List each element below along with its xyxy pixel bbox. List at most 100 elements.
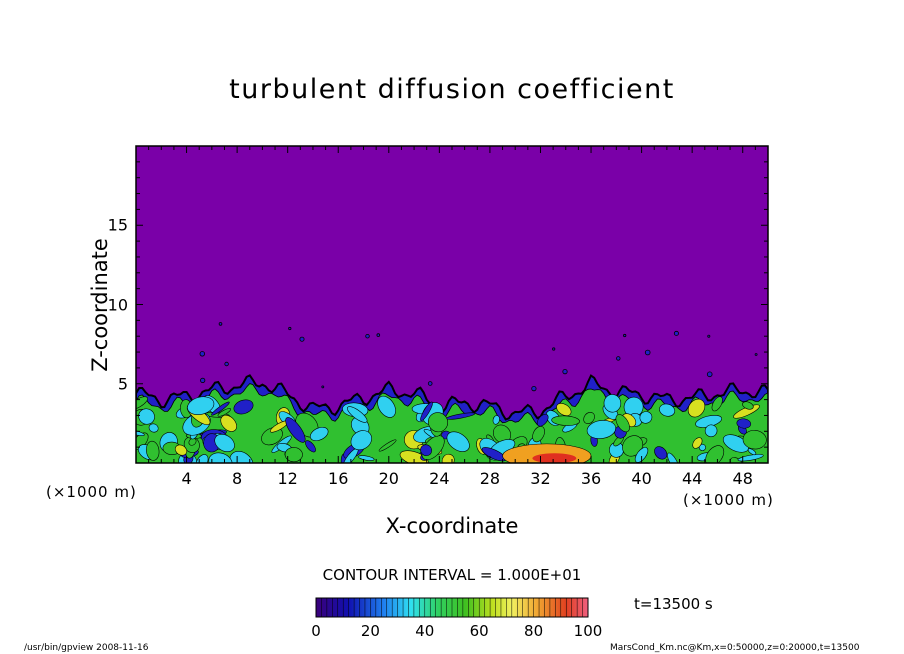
contour-blob	[220, 414, 237, 432]
isolated-feature	[224, 361, 229, 367]
isolated-feature	[707, 334, 711, 338]
x-tick-label: 40	[631, 469, 652, 488]
contour-blob	[736, 418, 752, 429]
chart-title: turbulent diffusion coefficient	[229, 74, 675, 105]
contour-blob	[639, 411, 653, 424]
x-tick-label: 44	[681, 469, 703, 488]
x-axis-label: X-coordinate	[385, 514, 519, 538]
plot-area	[136, 146, 768, 463]
contour-blob	[309, 426, 329, 442]
contour-blob	[217, 408, 231, 417]
y-tick-label: 10	[107, 295, 128, 314]
x-tick-label: 8	[232, 469, 243, 488]
isolated-feature	[427, 381, 433, 386]
contour-blob	[742, 430, 767, 450]
isolated-feature	[200, 377, 206, 383]
contour-blob	[747, 448, 757, 456]
contour-blob	[305, 440, 316, 453]
isolated-feature	[321, 385, 325, 389]
contour-blob	[146, 440, 160, 461]
contour-blob	[138, 408, 155, 425]
contour-blob	[358, 455, 375, 461]
contour-blob	[705, 445, 725, 463]
isolated-feature	[299, 336, 305, 342]
contour-blob	[347, 406, 368, 423]
colorbar-tick-label: 20	[360, 622, 380, 640]
x-unit-label-left: (×1000 m)	[46, 483, 137, 501]
contour-blob	[742, 401, 754, 410]
contour-blob	[261, 427, 283, 446]
contour-blob	[659, 403, 676, 417]
footer-right: MarsCond_Km.nc@Km,x=0:50000,z=0:20000,t=…	[610, 643, 860, 653]
contour-blob	[692, 437, 703, 449]
footer-left: /usr/bin/gpview 2008-11-16	[24, 643, 149, 653]
colorbar-tick-label: 60	[469, 622, 489, 640]
contour-blob	[188, 437, 197, 446]
contour-blob	[492, 415, 500, 425]
x-tick-label: 48	[732, 469, 753, 488]
y-tick-label: 5	[117, 374, 128, 394]
isolated-feature	[623, 333, 627, 338]
x-tick-label: 16	[328, 469, 349, 488]
isolated-feature	[706, 371, 713, 378]
turbulent-layer	[136, 322, 768, 463]
isolated-feature	[365, 334, 370, 339]
contour-blob	[187, 396, 215, 415]
x-tick-label: 4	[181, 469, 192, 488]
isolated-feature	[754, 353, 758, 356]
contour-blob	[233, 399, 254, 415]
contour-blob	[687, 398, 706, 418]
x-tick-label: 32	[530, 469, 551, 488]
contour-blob	[284, 447, 303, 463]
contour-blob	[654, 446, 668, 460]
contour-blob	[148, 423, 159, 433]
contour-blob	[441, 453, 455, 463]
isolated-feature	[288, 326, 292, 331]
x-tick-label: 36	[580, 469, 602, 488]
contour-interval-label: CONTOUR INTERVAL = 1.000E+01	[322, 566, 582, 584]
contour-blob	[420, 444, 432, 457]
isolated-feature	[531, 385, 537, 392]
contour-blob	[174, 444, 188, 456]
contour-blob	[208, 452, 233, 463]
axis-ticks	[136, 146, 768, 463]
isolated-feature	[199, 351, 205, 357]
x-tick-label: 24	[429, 469, 450, 488]
x-tick-label: 12	[277, 469, 298, 488]
colorbar-tick-label: 100	[573, 622, 603, 640]
x-tick-label: 28	[479, 469, 501, 488]
contour-blob	[211, 401, 230, 416]
contour-blob	[214, 434, 235, 452]
contour-blob	[536, 413, 549, 427]
contour-blob	[583, 411, 595, 425]
contour-blob	[350, 430, 372, 451]
y-axis-label: Z-coordinate	[88, 238, 112, 372]
contour-blob	[667, 452, 679, 463]
isolated-feature	[562, 368, 568, 375]
contour-blob	[704, 424, 718, 438]
contour-blob	[532, 425, 545, 443]
contour-blob	[711, 396, 723, 412]
time-label: t=13500 s	[634, 595, 713, 613]
isolated-feature	[218, 322, 223, 326]
contour-blob	[586, 420, 617, 439]
contour-blob	[603, 394, 622, 413]
isolated-feature	[673, 330, 679, 336]
contour-blob	[285, 417, 306, 443]
colorbar-tick-label: 80	[524, 622, 544, 640]
contour-blob	[420, 401, 433, 422]
isolated-feature	[376, 333, 381, 337]
contour-blob	[556, 403, 572, 416]
x-unit-label-right: (×1000 m)	[683, 491, 774, 509]
isolated-feature	[644, 349, 651, 356]
contour-blob	[427, 412, 449, 433]
colorbar-tick-label: 40	[415, 622, 435, 640]
y-tick-label: 15	[107, 215, 128, 235]
x-tick-label: 20	[378, 469, 399, 488]
contour-blob	[615, 414, 630, 433]
isolated-feature	[552, 347, 556, 351]
contour-blob	[634, 447, 649, 463]
contour-blob	[737, 454, 764, 462]
colorbar-ticks	[315, 598, 589, 617]
